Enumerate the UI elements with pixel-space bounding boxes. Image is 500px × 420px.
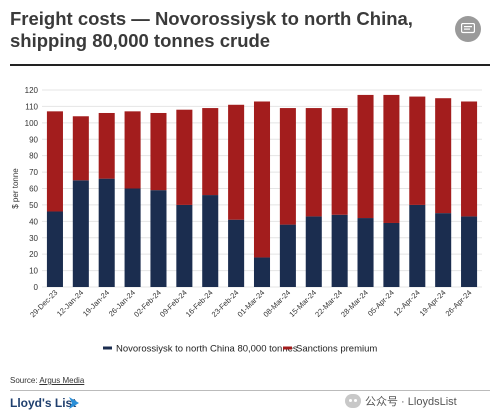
- chart-title: Freight costs — Novorossiysk to north Ch…: [10, 8, 413, 51]
- bar-segment-base: [331, 214, 348, 287]
- x-tick-label: 16-Feb-24: [184, 288, 215, 319]
- source-prefix: Source:: [10, 376, 40, 385]
- bar-segment-premium: [279, 108, 296, 225]
- bar-segment-premium: [435, 98, 452, 214]
- source-note: Source: Argus Media: [10, 376, 84, 385]
- bar-segment-base: [253, 257, 271, 287]
- bar-segment-premium: [383, 94, 400, 223]
- y-tick-label: 0: [34, 283, 39, 292]
- y-tick-label: 70: [29, 168, 38, 177]
- legend-swatch: [103, 346, 112, 350]
- y-tick-label: 20: [29, 250, 38, 259]
- message-icon: [461, 23, 475, 34]
- footer-divider: [10, 390, 490, 391]
- y-tick-label: 10: [29, 267, 38, 276]
- bar-segment-premium: [150, 112, 167, 191]
- bar-segment-base: [72, 180, 89, 287]
- bar-segment-base: [461, 216, 478, 287]
- watermark: 公众号 · LloydsList: [345, 393, 457, 409]
- legend-swatch: [283, 346, 292, 350]
- title-divider: [10, 64, 490, 66]
- bar-segment-premium: [228, 104, 245, 220]
- bar-segment-premium: [305, 108, 322, 217]
- y-axis-label: $ per tonne: [11, 168, 20, 209]
- bar-segment-base: [409, 204, 426, 287]
- x-tick-label: 02-Feb-24: [132, 288, 163, 319]
- bar-segment-base: [357, 218, 374, 287]
- x-tick-label: 12-Jan-24: [55, 288, 85, 318]
- bar-segment-base: [279, 224, 296, 287]
- bar-segment-base: [124, 188, 141, 287]
- bar-segment-premium: [124, 111, 141, 189]
- message-button[interactable]: [455, 16, 481, 42]
- bar-segment-premium: [331, 108, 348, 215]
- bar-segment-premium: [202, 108, 219, 196]
- chart-area: 0 10 20 30 40 50 60 70 80 90 100 110 120 $ per tonne 2…: [11, 86, 482, 355]
- legend-label: Novorossiysk to north China 80,000 tonne…: [116, 344, 298, 355]
- y-tick-label: 50: [29, 201, 38, 210]
- legend-label: Sanctions premium: [296, 344, 377, 355]
- x-tick-label: 23-Feb-24: [210, 288, 241, 319]
- x-tick-label: 05-Apr-24: [366, 288, 396, 318]
- arrow-mark-icon: [69, 397, 79, 409]
- y-tick-label: 100: [25, 119, 39, 128]
- y-tick-label: 40: [29, 217, 38, 226]
- bar-segment-base: [305, 216, 322, 287]
- bar-segment-premium: [357, 94, 374, 219]
- x-tick-label: 29-Dec-23: [28, 288, 59, 319]
- y-tick-label: 120: [25, 86, 39, 95]
- bar-segment-base: [228, 219, 245, 287]
- bar-segment-base: [176, 204, 193, 287]
- x-tick-label: 15-Mar-24: [287, 288, 318, 319]
- bar-segment-premium: [98, 112, 115, 179]
- y-tick-label: 110: [25, 102, 38, 111]
- y-tick-label: 90: [29, 135, 38, 144]
- bar-segment-premium: [72, 116, 89, 181]
- bar-segment-base: [98, 178, 115, 287]
- y-tick-label: 60: [29, 185, 38, 194]
- x-tick-label: 28-Mar-24: [339, 288, 370, 319]
- wechat-icon: [345, 394, 361, 408]
- bar-segment-base: [383, 222, 400, 287]
- x-tick-label: 12-Apr-24: [392, 288, 422, 318]
- bar-segment-base: [435, 213, 452, 287]
- watermark-text: 公众号 · LloydsList: [365, 396, 457, 408]
- bar-segment-premium: [46, 111, 63, 212]
- x-tick-label: 19-Jan-24: [81, 288, 111, 318]
- bar-segment-premium: [409, 96, 426, 205]
- bar-segment-premium: [461, 101, 478, 217]
- bar-segment-premium: [176, 109, 193, 205]
- bar-segment-base: [202, 195, 219, 287]
- x-tick-label: 19-Apr-24: [418, 288, 448, 318]
- brand-logo: Lloyd's List: [10, 396, 77, 410]
- x-tick-label: 09-Feb-24: [158, 288, 189, 319]
- x-tick-label: 01-Mar-24: [236, 288, 267, 319]
- y-tick-label: 30: [29, 234, 38, 243]
- y-tick-label: 80: [29, 152, 38, 161]
- bar-segment-base: [150, 190, 167, 287]
- x-tick-label: 26-Apr-24: [444, 288, 474, 318]
- source-link[interactable]: Argus Media: [39, 376, 85, 385]
- bar-segment-base: [46, 211, 63, 287]
- bar-segment-premium: [253, 101, 271, 258]
